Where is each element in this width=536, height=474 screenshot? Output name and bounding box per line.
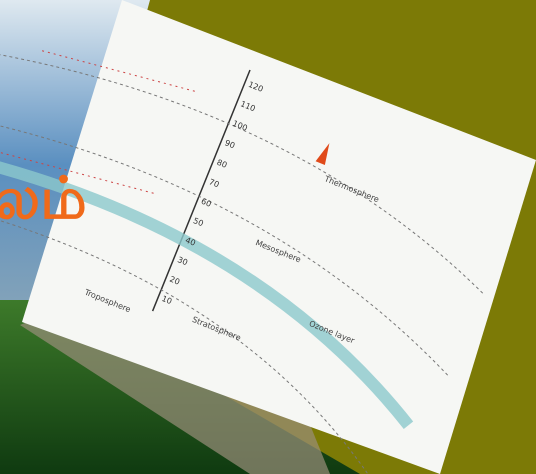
height-label: 60	[200, 197, 213, 209]
height-label: 50	[192, 216, 205, 228]
layer-boundary	[0, 202, 368, 474]
height-axis	[151, 69, 251, 312]
meteor-icon	[315, 143, 330, 165]
height-label: 20	[168, 275, 181, 287]
height-label: 80	[215, 158, 228, 170]
ozone-band	[0, 150, 414, 429]
height-label: 90	[223, 138, 236, 150]
height-label: 40	[184, 236, 197, 248]
height-label: 70	[208, 177, 221, 189]
overlay-text: லம்	[0, 164, 87, 232]
diagram-card	[22, 0, 536, 474]
height-label: 10	[160, 294, 173, 306]
height-label: 30	[176, 255, 189, 267]
